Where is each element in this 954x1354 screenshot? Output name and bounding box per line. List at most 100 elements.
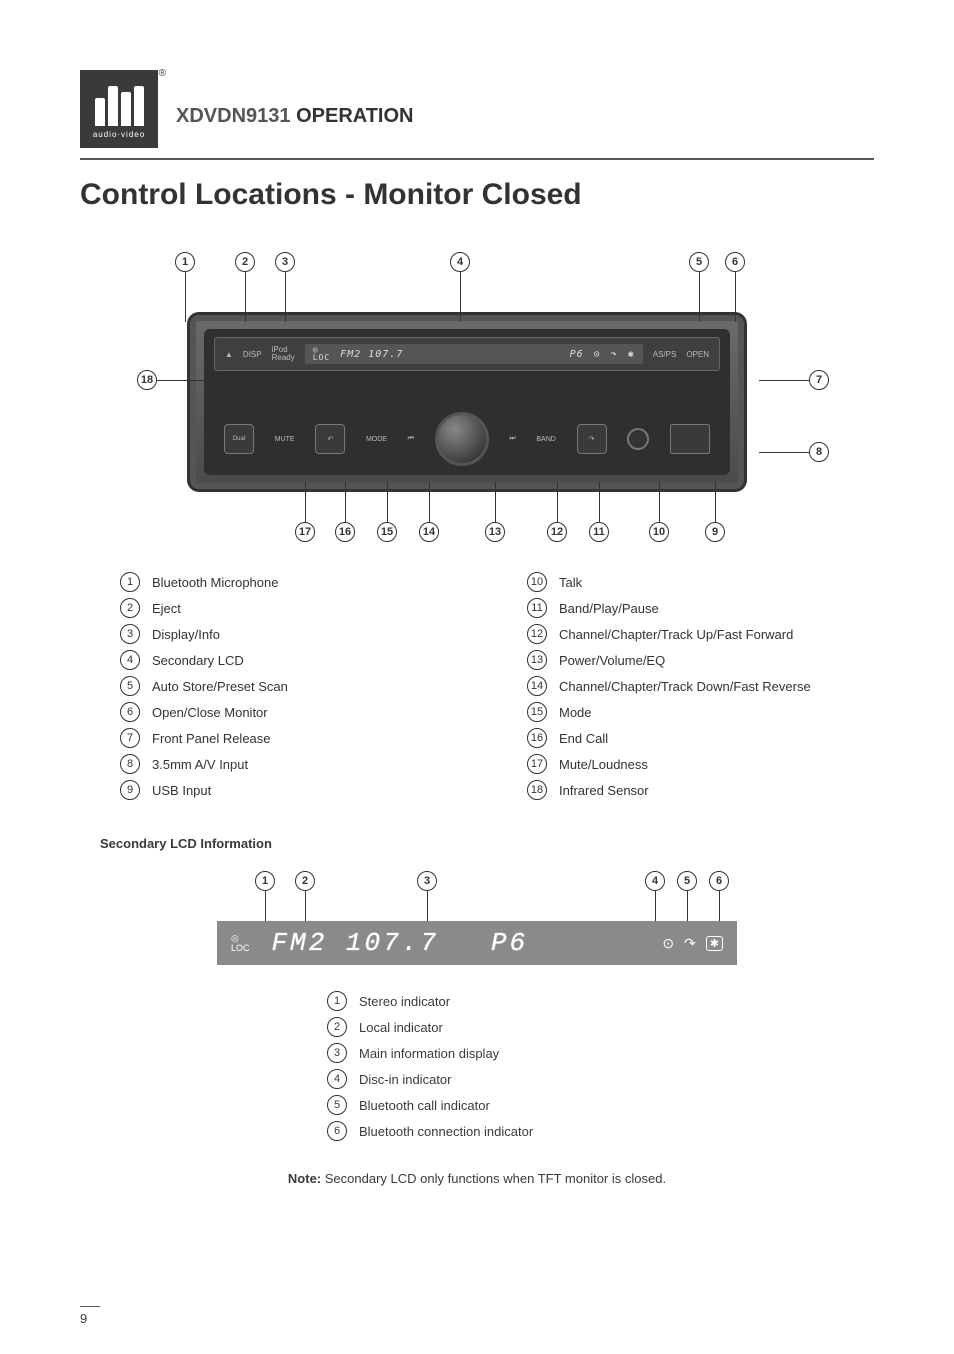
callout-8: 8: [809, 442, 829, 462]
leader-line: [655, 891, 656, 921]
legend-number: 14: [527, 676, 547, 696]
leader-line: [265, 891, 266, 921]
secondary-legend-item-3: 3Main information display: [327, 1043, 627, 1063]
lcd-callout-2: 2: [295, 871, 315, 891]
device-body: ▲ DISP iPod Ready ◎ LOC FM2 107.7 P6 ⊙ ↷…: [187, 312, 747, 492]
legend-number: 5: [120, 676, 140, 696]
leader-line: [185, 272, 186, 322]
legend-number: 12: [527, 624, 547, 644]
callout-2: 2: [235, 252, 255, 272]
secondary-lcd-title: Secondary LCD Information: [100, 836, 874, 851]
legend-label: Mute/Loudness: [559, 757, 648, 772]
lcd-indicator-icons: ⊙ ↷ ✱: [662, 935, 723, 952]
device-bottom-row: Dual MUTE ↶ MODE ⏮ ⏭ BAND ↷: [214, 409, 720, 469]
legend-label: Disc-in indicator: [359, 1072, 451, 1087]
leader-line: [427, 891, 428, 921]
legend-label: Secondary LCD: [152, 653, 244, 668]
legend-number: 4: [120, 650, 140, 670]
legend-number: 8: [120, 754, 140, 774]
leader-line: [719, 891, 720, 921]
brand-badge: Dual: [224, 424, 254, 454]
legend-number: 16: [527, 728, 547, 748]
callout-11: 11: [589, 522, 609, 542]
loc-label: LOC: [313, 353, 330, 362]
legend-number: 13: [527, 650, 547, 670]
callout-18: 18: [137, 370, 157, 390]
logo-subtext: audio·video: [93, 130, 145, 139]
brand-logo: ® audio·video: [80, 70, 158, 148]
disp-label: DISP: [243, 350, 262, 359]
legend-item-10: 10 Talk: [527, 572, 874, 592]
legend-number: 2: [327, 1017, 347, 1037]
legend-number: 10: [527, 572, 547, 592]
legend-label: Local indicator: [359, 1020, 443, 1035]
legend-number: 4: [327, 1069, 347, 1089]
legend-item-7: 7Front Panel Release: [120, 728, 467, 748]
legend-item-12: 12Channel/Chapter/Track Up/Fast Forward: [527, 624, 874, 644]
secondary-legend-item-4: 4 Disc-in indicator: [327, 1069, 627, 1089]
callout-13: 13: [485, 522, 505, 542]
legend-item-8: 8 3.5mm A/V Input: [120, 754, 467, 774]
stereo-icon: ◎: [231, 933, 239, 943]
next-icon: ⏭: [509, 435, 515, 443]
legend-number: 1: [327, 991, 347, 1011]
legend-label: Main information display: [359, 1046, 499, 1061]
leader-line: [557, 482, 558, 522]
footnote: Note: Secondary LCD only functions when …: [80, 1171, 874, 1186]
header-rule: [80, 158, 874, 160]
leader-line: [687, 891, 688, 921]
legend: 1Bluetooth Microphone2Eject3Display/Info…: [120, 572, 874, 806]
callout-6: 6: [725, 252, 745, 272]
lcd-main-text: FM2 107.7: [340, 349, 403, 360]
callout-3: 3: [275, 252, 295, 272]
lcd-bar: ◎ LOC FM2 107.7 P6 ⊙ ↷ ✱: [217, 921, 737, 965]
secondary-legend-item-5: 5Bluetooth call indicator: [327, 1095, 627, 1115]
legend-item-5: 5Auto Store/Preset Scan: [120, 676, 467, 696]
callout-15: 15: [377, 522, 397, 542]
lcd-preset: P6: [570, 349, 584, 360]
volume-knob: [435, 412, 489, 466]
legend-label: 3.5mm A/V Input: [152, 757, 248, 772]
legend-label: Bluetooth call indicator: [359, 1098, 490, 1113]
ipod-label: iPod Ready: [272, 346, 295, 362]
leader-line: [495, 482, 496, 522]
leader-line: [735, 272, 736, 322]
mute-label: MUTE: [275, 436, 295, 443]
legend-item-4: 4 Secondary LCD: [120, 650, 467, 670]
leader-line: [599, 482, 600, 522]
leader-line: [345, 482, 346, 522]
callout-12: 12: [547, 522, 567, 542]
legend-label: Mode: [559, 705, 592, 720]
leader-line: [460, 272, 461, 322]
legend-number: 6: [120, 702, 140, 722]
lcd-main-text: FM2 107.7: [272, 928, 439, 958]
legend-label: Infrared Sensor: [559, 783, 649, 798]
legend-item-6: 6Open/Close Monitor: [120, 702, 467, 722]
legend-label: Talk: [559, 575, 582, 590]
page-number: 9: [80, 1306, 100, 1326]
legend-number: 18: [527, 780, 547, 800]
aspsc-label: AS/PS: [653, 350, 677, 359]
av-input: [627, 428, 649, 450]
device-top-row: ▲ DISP iPod Ready ◎ LOC FM2 107.7 P6 ⊙ ↷…: [214, 337, 720, 371]
model-heading: XDVDN9131 OPERATION: [176, 105, 414, 148]
secondary-legend-item-6: 6Bluetooth connection indicator: [327, 1121, 627, 1141]
leader-line: [285, 272, 286, 322]
legend-number: 17: [527, 754, 547, 774]
callout-1: 1: [175, 252, 195, 272]
callout-4: 4: [450, 252, 470, 272]
phone-icon: ↷: [611, 349, 618, 360]
legend-item-11: 11Band/Play/Pause: [527, 598, 874, 618]
device-diagram: ▲ DISP iPod Ready ◎ LOC FM2 107.7 P6 ⊙ ↷…: [117, 252, 837, 552]
leader-line: [759, 452, 809, 453]
secondary-lcd: ◎ LOC FM2 107.7 P6 ⊙ ↷ ✱: [305, 344, 643, 364]
lcd-callout-5: 5: [677, 871, 697, 891]
disc-icon: ⊙: [662, 935, 674, 952]
legend-item-2: 2Eject: [120, 598, 467, 618]
legend-label: Front Panel Release: [152, 731, 271, 746]
legend-label: Bluetooth connection indicator: [359, 1124, 533, 1139]
phone-icon: ↷: [684, 935, 696, 952]
leader-line: [699, 272, 700, 322]
legend-label: Band/Play/Pause: [559, 601, 659, 616]
legend-label: Eject: [152, 601, 181, 616]
